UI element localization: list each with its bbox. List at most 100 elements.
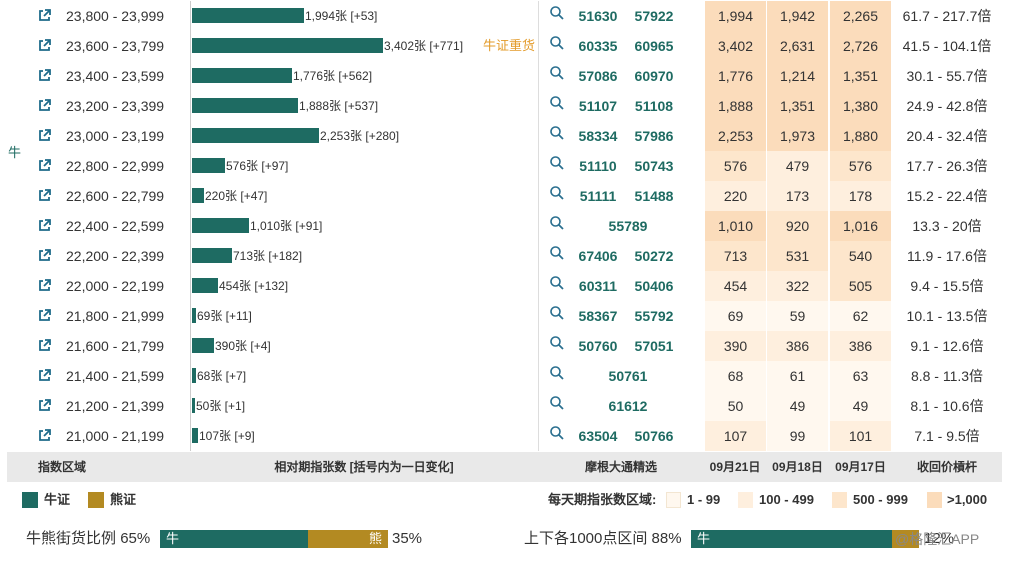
contract-count-label: 2,253张 [+280]: [320, 129, 400, 143]
index-range: 21,200 - 21,399: [66, 398, 165, 414]
external-link-icon[interactable]: [38, 39, 52, 53]
warrant-code-link[interactable]: 51108: [634, 98, 674, 114]
contract-count-label: 390张 [+4]: [215, 339, 271, 353]
table-row: 22,600 - 22,799 220张 [+47] 51111 51488 220 17…: [0, 181, 1015, 211]
daily-contract-count: 49: [829, 391, 891, 421]
daily-contract-count: 99: [766, 421, 828, 451]
index-range: 23,600 - 23,799: [66, 38, 165, 54]
warrant-code-link[interactable]: 50761: [608, 368, 648, 384]
daily-contract-count: 540: [829, 241, 891, 271]
header-index-range: 指数区域: [37, 460, 86, 474]
daily-contract-count: 68: [704, 361, 766, 391]
warrant-code-link[interactable]: 60970: [634, 68, 674, 84]
daily-contract-count: 2,265: [829, 1, 891, 31]
warrant-code-link[interactable]: 60965: [634, 38, 674, 54]
ratio-left-bar: 牛 熊: [160, 530, 388, 548]
table-row: 22,200 - 22,399 713张 [+182] 67406 50272 713 5…: [0, 241, 1015, 271]
warrant-code-link[interactable]: 51111: [579, 188, 617, 204]
warrant-code-link[interactable]: 51488: [634, 188, 674, 204]
warrant-code-link[interactable]: 57086: [578, 68, 618, 84]
warrant-code-link[interactable]: 50760: [578, 338, 618, 354]
bull-bear-ratio: 牛熊街货比例 65% 牛 熊 35% 上下各1000点区间 88% 牛 12% …: [0, 522, 1015, 556]
external-link-icon[interactable]: [38, 69, 52, 83]
bull-swatch: [22, 492, 38, 508]
contract-bar-area: 1,888张 [+537]: [190, 91, 538, 121]
warrant-code-link[interactable]: 55789: [608, 218, 648, 234]
external-link-icon[interactable]: [38, 99, 52, 113]
warrant-code-link[interactable]: 57922: [634, 8, 674, 24]
external-link-icon[interactable]: [38, 249, 52, 263]
header-relative-contracts: 相对期指张数 [括号内为一日变化]: [274, 460, 454, 474]
warrant-code-link[interactable]: 58367: [578, 308, 618, 324]
table-row: 22,000 - 22,199 454张 [+132] 60311 50406 454 3…: [0, 271, 1015, 301]
header-date-1: 09月21日: [709, 460, 761, 474]
table-row: 21,600 - 21,799 390张 [+4] 50760 57051 390 386…: [0, 331, 1015, 361]
index-range: 21,000 - 21,199: [66, 428, 165, 444]
search-icon[interactable]: [538, 421, 576, 451]
warrant-code-link[interactable]: 61612: [608, 398, 648, 414]
warrant-code-link[interactable]: 55792: [634, 308, 674, 324]
daily-contract-count: 2,631: [766, 31, 828, 61]
warrant-code-link[interactable]: 60335: [578, 38, 618, 54]
contract-count-label: 576张 [+97]: [226, 159, 289, 173]
warrant-code-link[interactable]: 63504: [578, 428, 618, 444]
range-label-3: 500 - 999: [853, 492, 908, 507]
external-link-icon[interactable]: [38, 339, 52, 353]
table-row: 23,000 - 23,199 2,253张 [+280] 58334 57986 2,…: [0, 121, 1015, 151]
daily-contract-count: 1,942: [766, 1, 828, 31]
warrant-code-link[interactable]: 51110: [579, 158, 617, 174]
contract-bar: [192, 158, 225, 173]
external-link-icon[interactable]: [38, 129, 52, 143]
external-link-icon[interactable]: [38, 399, 52, 413]
warrant-code-link[interactable]: 60311: [578, 278, 618, 294]
ratio-left-title: 牛熊街货比例: [26, 530, 117, 547]
search-icon[interactable]: [538, 31, 576, 61]
search-icon[interactable]: [538, 301, 576, 331]
warrant-code-link[interactable]: 50406: [634, 278, 674, 294]
contract-bar-area: 68张 [+7]: [190, 361, 538, 391]
search-icon[interactable]: [538, 61, 576, 91]
search-icon[interactable]: [538, 211, 576, 241]
range-label-4: >1,000: [947, 492, 988, 507]
daily-contract-count: 61: [766, 361, 828, 391]
call-leverage-range: 30.1 - 55.7倍: [906, 68, 988, 84]
call-leverage-range: 24.9 - 42.8倍: [906, 98, 988, 114]
search-icon[interactable]: [538, 181, 576, 211]
table-row: 23,800 - 23,999 1,994张 [+53] 51630 57922 1,9…: [0, 1, 1015, 31]
search-icon[interactable]: [538, 121, 576, 151]
external-link-icon[interactable]: [38, 9, 52, 23]
ratio-left-bull-pct: 65%: [120, 530, 151, 547]
warrant-code-link[interactable]: 50272: [634, 248, 674, 264]
search-icon[interactable]: [538, 361, 576, 391]
warrant-code-link[interactable]: 51107: [578, 98, 618, 114]
warrant-code-link[interactable]: 57051: [634, 338, 674, 354]
search-icon[interactable]: [538, 91, 576, 121]
daily-contract-count: 713: [704, 241, 766, 271]
external-link-icon[interactable]: [38, 159, 52, 173]
warrant-code-link[interactable]: 58334: [578, 128, 618, 144]
external-link-icon[interactable]: [38, 219, 52, 233]
contract-bar: [192, 428, 198, 443]
external-link-icon[interactable]: [38, 309, 52, 323]
call-leverage-range: 61.7 - 217.7倍: [902, 8, 992, 24]
search-icon[interactable]: [538, 331, 576, 361]
search-icon[interactable]: [538, 1, 576, 31]
warrant-code-link[interactable]: 57986: [634, 128, 674, 144]
index-range: 22,000 - 22,199: [66, 278, 165, 294]
external-link-icon[interactable]: [38, 429, 52, 443]
ratio-right-title: 上下各1000点区间: [524, 530, 648, 547]
search-icon[interactable]: [538, 151, 576, 181]
search-icon[interactable]: [538, 391, 576, 421]
warrant-code-link[interactable]: 50766: [634, 428, 674, 444]
search-icon[interactable]: [538, 271, 576, 301]
external-link-icon[interactable]: [38, 189, 52, 203]
external-link-icon[interactable]: [38, 279, 52, 293]
warrant-code-link[interactable]: 50743: [634, 158, 674, 174]
contract-bar: [192, 368, 196, 383]
warrant-code-link[interactable]: 51630: [578, 8, 618, 24]
warrant-code-link[interactable]: 67406: [578, 248, 618, 264]
external-link-icon[interactable]: [38, 369, 52, 383]
header-call-leverage: 收回价槓杆: [916, 460, 977, 474]
contract-count-label: 1,010张 [+91]: [250, 219, 323, 233]
search-icon[interactable]: [538, 241, 576, 271]
